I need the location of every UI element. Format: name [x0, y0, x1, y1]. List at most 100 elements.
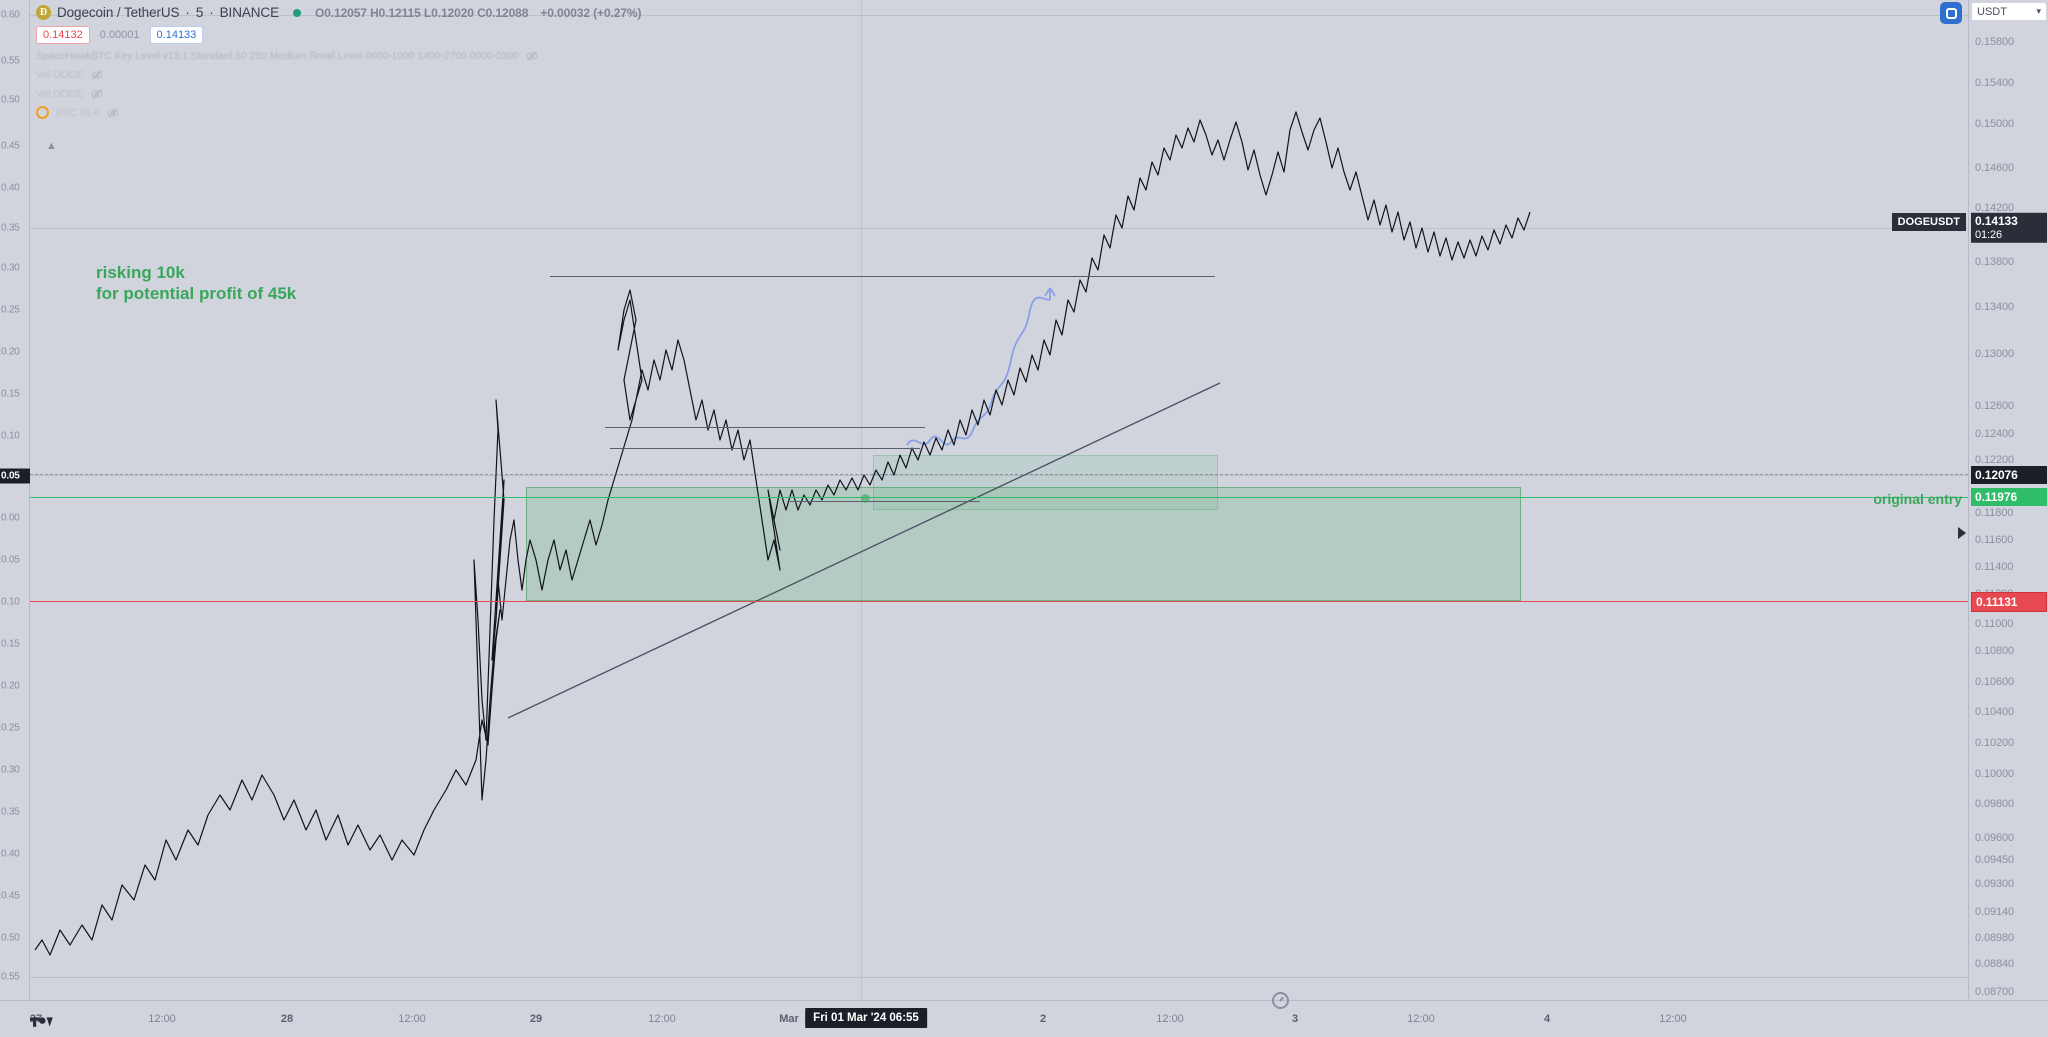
time-tick: 29 — [529, 1013, 543, 1025]
chart-pane[interactable] — [30, 0, 1968, 1000]
left-tick: 0.00 — [1, 512, 20, 524]
resistance-line-2[interactable] — [605, 427, 925, 428]
time-tick: 4 — [1543, 1013, 1551, 1025]
stop-price-badge[interactable]: 0.11131 — [1971, 592, 2047, 612]
eye-off-icon[interactable] — [107, 107, 119, 119]
last-price-badge[interactable]: 0.14133 01:26 — [1971, 212, 2047, 244]
left-tick: 0.50 — [1, 94, 20, 106]
uptrend-line — [507, 382, 1221, 719]
left-tick: 0.05 — [1, 554, 20, 566]
time-tick: 12:00 — [148, 1013, 176, 1025]
left-tick: 0.10 — [1, 430, 20, 442]
price-tick: 0.10600 — [1975, 676, 2015, 688]
right-price-scale[interactable]: USDT ▾ 0.15800 0.15400 0.15000 0.14600 0… — [1968, 0, 2048, 1000]
dogecoin-icon: Ð — [36, 5, 51, 20]
currency-label: USDT — [1977, 5, 2007, 18]
indicator-row-vol-2[interactable]: Vol DOGE — [36, 86, 641, 101]
crosshair-horizontal — [30, 474, 1968, 475]
resistance-line-3[interactable] — [610, 448, 920, 449]
stop-loss-line[interactable] — [30, 601, 1968, 602]
value-mid: 0.00001 — [99, 29, 140, 41]
exchange-label[interactable]: BINANCE — [219, 5, 279, 20]
indicator-row-vol-1[interactable]: Vol DOGE — [36, 67, 641, 82]
indicator-label: SpaceHawkBTC Key Level v13.1 Standard 50… — [36, 49, 519, 62]
indicator-label: Vol DOGE — [36, 68, 84, 81]
projection-path — [906, 296, 1051, 446]
currency-selector[interactable]: USDT ▾ — [1972, 3, 2046, 20]
left-tick: 0.50 — [1, 932, 20, 944]
left-tick-active: 0.05 — [0, 468, 30, 484]
entry-price-badge[interactable]: 0.11976 — [1971, 488, 2047, 506]
time-tick: 12:00 — [398, 1013, 426, 1025]
left-tick: 0.45 — [1, 140, 20, 152]
time-tick: 12:00 — [1659, 1013, 1687, 1025]
left-tick: 0.35 — [1, 806, 20, 818]
price-tick: 0.09800 — [1975, 798, 2015, 810]
left-tick: 0.45 — [1, 890, 20, 902]
entry-line[interactable] — [30, 497, 1968, 498]
time-tick: Mar — [779, 1013, 799, 1025]
eye-off-icon[interactable] — [91, 88, 103, 100]
price-tick: 0.12200 — [1975, 454, 2015, 466]
eye-off-icon[interactable] — [91, 69, 103, 81]
symbol-name[interactable]: Dogecoin / TetherUS — [57, 5, 180, 20]
price-tick: 0.11400 — [1975, 561, 2014, 573]
price-tick: 0.10800 — [1975, 645, 2015, 657]
resistance-line-1[interactable] — [550, 276, 1215, 277]
collapse-caret-icon[interactable]: ▲ — [46, 140, 57, 152]
value-high[interactable]: 0.14133 — [149, 26, 204, 44]
time-axis[interactable]: 27 12:00 28 12:00 29 12:00 Mar Fri 01 Ma… — [0, 1000, 2048, 1037]
indicator-label: Vol DOGE — [36, 87, 84, 100]
left-tick: 0.15 — [1, 388, 20, 400]
left-tick: 0.40 — [1, 848, 20, 860]
price-tick: 0.15000 — [1975, 118, 2015, 130]
projection-zone[interactable] — [873, 455, 1218, 510]
price-change: +0.00032 (+0.27%) — [540, 5, 642, 20]
time-tick: 2 — [1039, 1013, 1047, 1025]
left-tick: 0.20 — [1, 346, 20, 358]
crosshair-point — [861, 494, 870, 503]
price-tick: 0.13800 — [1975, 256, 2015, 268]
original-entry-label: original entry — [1873, 491, 1962, 507]
left-tick: 0.55 — [1, 55, 20, 67]
price-tick: 0.15800 — [1975, 36, 2015, 48]
risk-line-1: risking 10k — [96, 263, 185, 282]
indicator-badge-icon[interactable] — [1940, 2, 1962, 24]
clock-icon[interactable] — [1272, 992, 1289, 1009]
interval-label[interactable]: 5 — [195, 5, 204, 20]
eye-off-icon[interactable] — [526, 50, 538, 62]
price-tick: 0.08700 — [1975, 986, 2015, 998]
symbol-separator: · — [185, 5, 190, 20]
market-open-dot-icon — [292, 8, 301, 17]
tradingview-logo-icon[interactable] — [30, 1011, 56, 1031]
price-series — [34, 111, 1531, 956]
last-price-value: 0.14133 — [1975, 213, 2018, 228]
price-tick: 0.13400 — [1975, 301, 2015, 313]
left-tick: 0.15 — [1, 638, 20, 650]
bar-countdown: 01:26 — [1975, 228, 2003, 241]
indicator-row-spacehawk[interactable]: SpaceHawkBTC Key Level v13.1 Standard 50… — [36, 48, 641, 63]
indicator-row-bsc[interactable]: BSC BLK — [36, 105, 641, 120]
value-low[interactable]: 0.14132 — [36, 26, 90, 44]
chevron-down-icon[interactable]: ▾ — [2036, 6, 2041, 16]
trade-zone-green[interactable] — [526, 487, 1521, 601]
crosshair-time-badge: Fri 01 Mar '24 06:55 — [805, 1008, 927, 1028]
risk-line-2: for potential profit of 45k — [96, 284, 297, 304]
left-tick: 0.25 — [1, 304, 20, 316]
price-tick: 0.12600 — [1975, 400, 2015, 412]
price-tick: 0.10400 — [1975, 706, 2015, 718]
price-tick: 0.14200 — [1975, 202, 2015, 214]
time-tick: 12:00 — [1407, 1013, 1435, 1025]
crosshair-price-badge: 0.12076 — [1971, 466, 2047, 484]
support-line-1[interactable] — [790, 501, 980, 502]
bsc-token-icon — [36, 106, 49, 119]
left-tick: 0.55 — [1, 971, 20, 983]
left-price-scale[interactable]: 0.60 0.55 0.50 0.45 0.40 0.35 0.30 0.25 … — [0, 0, 30, 1000]
legend-symbol-row[interactable]: Ð Dogecoin / TetherUS · 5 · BINANCE O0.1… — [36, 4, 641, 21]
price-tick: 0.09140 — [1975, 906, 2015, 918]
left-tick: 0.25 — [1, 722, 20, 734]
price-tick: 0.15400 — [1975, 77, 2015, 89]
legend-values-row: 0.14132 0.00001 0.14133 — [36, 26, 641, 44]
left-tick: 0.60 — [1, 9, 20, 21]
